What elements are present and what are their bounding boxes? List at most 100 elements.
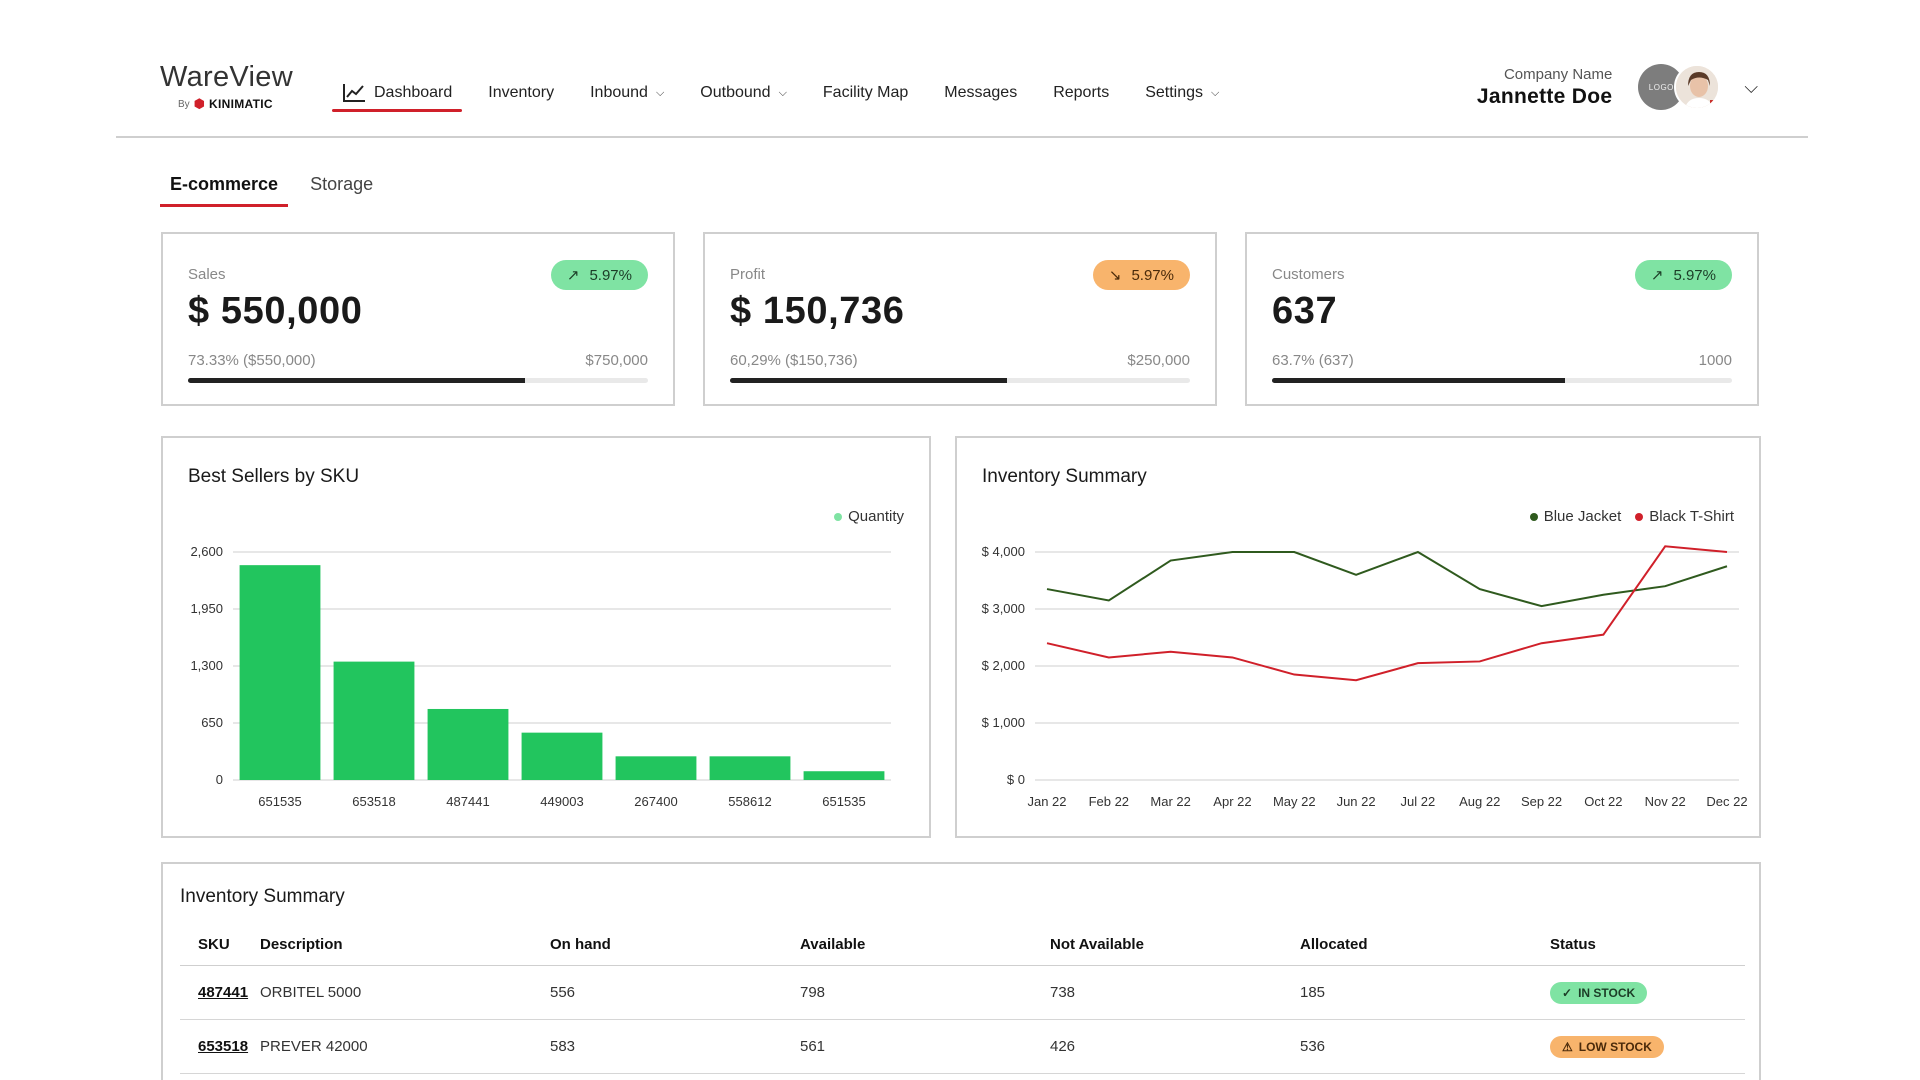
kpi-card-profit: Profit ↘ 5.97% $ 150,736 60,29% ($150,73… <box>703 232 1217 406</box>
y-tick-label: 0 <box>216 772 223 787</box>
user-name: Jannette Doe <box>1476 84 1613 108</box>
x-tick-label: Sep 22 <box>1521 794 1562 809</box>
allocated-cell: 185 <box>1300 984 1326 1001</box>
column-header[interactable]: On hand <box>550 936 611 953</box>
nav-label: Reports <box>1053 84 1110 101</box>
tab-storage[interactable]: Storage <box>310 174 374 194</box>
status-label: IN STOCK <box>1578 985 1636 1000</box>
y-tick-label: 1,300 <box>190 658 223 673</box>
y-tick-label: $ 1,000 <box>982 715 1025 730</box>
nav-item-facility-map[interactable]: Facility Map <box>813 50 918 136</box>
kpi-value: 637 <box>1272 290 1338 332</box>
column-header[interactable]: Available <box>800 936 866 953</box>
x-tick-label: 653518 <box>352 794 395 809</box>
nav-item-reports[interactable]: Reports <box>1043 50 1119 136</box>
legend-label: Blue Jacket <box>1543 508 1622 525</box>
legend-item: Blue Jacket <box>1529 508 1622 525</box>
x-tick-label: May 22 <box>1273 794 1316 809</box>
progress-bar <box>730 378 1190 383</box>
series-line <box>1046 550 1728 608</box>
table-row: 487441 ORBITEL 5000 556 798 738 185 ✓ IN… <box>180 966 1745 1020</box>
x-tick-label: 651535 <box>822 794 865 809</box>
bar <box>333 661 415 780</box>
x-tick-label: Jan 22 <box>1027 794 1066 809</box>
x-tick-label: Oct 22 <box>1584 794 1622 809</box>
column-header[interactable]: Status <box>1550 936 1596 953</box>
legend-dot <box>1529 512 1538 521</box>
kinimatic-logo-icon: ⬢ <box>193 96 206 111</box>
x-tick-label: Jun 22 <box>1337 794 1376 809</box>
nav-item-outbound[interactable]: Outbound ⌵ <box>690 50 797 136</box>
avatar-group[interactable]: LOGO <box>1638 64 1722 110</box>
app-logo[interactable]: WareView By ⬢ KINIMATIC <box>160 62 293 112</box>
kpi-value: $ 550,000 <box>188 290 363 332</box>
status-badge: ⚠ LOW STOCK <box>1550 1035 1664 1058</box>
dashboard-tabs: E-commerce Storage <box>160 168 395 207</box>
not-available-cell: 738 <box>1050 984 1076 1001</box>
user-menu[interactable]: Company Name Jannette Doe LOGO ⌵ <box>1477 64 1758 110</box>
available-cell: 561 <box>800 1038 826 1055</box>
x-tick-label: 267400 <box>634 794 677 809</box>
inventory-table: SKU Description On hand Available Not Av… <box>180 936 1745 1074</box>
x-tick-label: Jul 22 <box>1401 794 1436 809</box>
trend-value: 5.97% <box>589 266 632 284</box>
chevron-down-icon[interactable]: ⌵ <box>1744 76 1758 97</box>
tab-e-commerce[interactable]: E-commerce <box>160 168 289 207</box>
app-byline: By ⬢ KINIMATIC <box>160 96 293 112</box>
bar <box>615 756 697 780</box>
bar <box>239 565 321 780</box>
x-tick-label: Dec 22 <box>1706 794 1747 809</box>
kpi-progress-text: 60,29% ($150,736) <box>730 352 858 369</box>
check-icon: ✓ <box>1562 985 1573 1000</box>
nav-label: Dashboard <box>374 84 453 101</box>
on-hand-cell: 556 <box>550 984 576 1001</box>
column-header[interactable]: SKU <box>198 936 230 953</box>
y-tick-label: $ 0 <box>1007 772 1025 787</box>
trend-badge: ↗ 5.97% <box>550 260 648 290</box>
sku-link[interactable]: 487441 <box>198 984 249 1001</box>
legend-item: Black T-Shirt <box>1635 508 1734 525</box>
arrow-up-right-icon: ↗ <box>1650 267 1664 284</box>
chart-title: Inventory Summary <box>982 466 1147 487</box>
legend-label: Black T-Shirt <box>1649 508 1734 525</box>
y-tick-label: $ 4,000 <box>982 544 1025 559</box>
legend-label: Quantity <box>848 508 904 525</box>
nav-item-messages[interactable]: Messages <box>934 50 1027 136</box>
table-title: Inventory Summary <box>180 886 345 907</box>
progress-bar <box>188 378 648 383</box>
nav-item-dashboard[interactable]: Dashboard <box>332 50 463 136</box>
column-header[interactable]: Not Available <box>1050 936 1144 953</box>
kpi-card-customers: Customers ↗ 5.97% 637 63.7% (637) 1000 <box>1245 232 1759 406</box>
kpi-label: Profit <box>730 266 766 283</box>
main-nav: Dashboard Inventory Inbound ⌵ Outbound ⌵… <box>332 50 1245 136</box>
x-tick-label: 651535 <box>258 794 301 809</box>
x-tick-label: 558612 <box>728 794 771 809</box>
description-cell: PREVER 42000 <box>260 1038 368 1055</box>
nav-label: Messages <box>944 84 1018 101</box>
app-title: WareView <box>160 61 293 93</box>
nav-item-inventory[interactable]: Inventory <box>478 50 564 136</box>
status-label: LOW STOCK <box>1578 1039 1652 1054</box>
nav-item-inbound[interactable]: Inbound ⌵ <box>580 50 674 136</box>
chevron-down-icon: ⌵ <box>655 86 665 99</box>
progress-fill <box>188 378 526 383</box>
column-header[interactable]: Allocated <box>1300 936 1368 953</box>
bar <box>521 732 603 780</box>
top-header: WareView By ⬢ KINIMATIC Dashboard Invent… <box>116 50 1808 138</box>
on-hand-cell: 583 <box>550 1038 576 1055</box>
nav-item-settings[interactable]: Settings ⌵ <box>1135 50 1229 136</box>
y-tick-label: 1,950 <box>190 601 223 616</box>
progress-bar <box>1272 378 1732 383</box>
trend-badge: ↘ 5.97% <box>1092 260 1190 290</box>
progress-fill <box>730 378 1008 383</box>
inventory-summary-table-panel: Inventory Summary SKU Description On han… <box>161 862 1761 1080</box>
nav-label: Outbound <box>700 84 771 101</box>
column-header[interactable]: Description <box>260 936 343 953</box>
bar-chart: 2,600 1,950 1,300 650 0 651535 653518 487441 449… <box>190 544 891 809</box>
sku-link[interactable]: 653518 <box>198 1038 249 1055</box>
trend-value: 5.97% <box>1673 266 1716 284</box>
nav-label: Inventory <box>488 84 555 101</box>
kpi-label: Sales <box>188 266 226 283</box>
chevron-down-icon: ⌵ <box>1211 86 1220 99</box>
